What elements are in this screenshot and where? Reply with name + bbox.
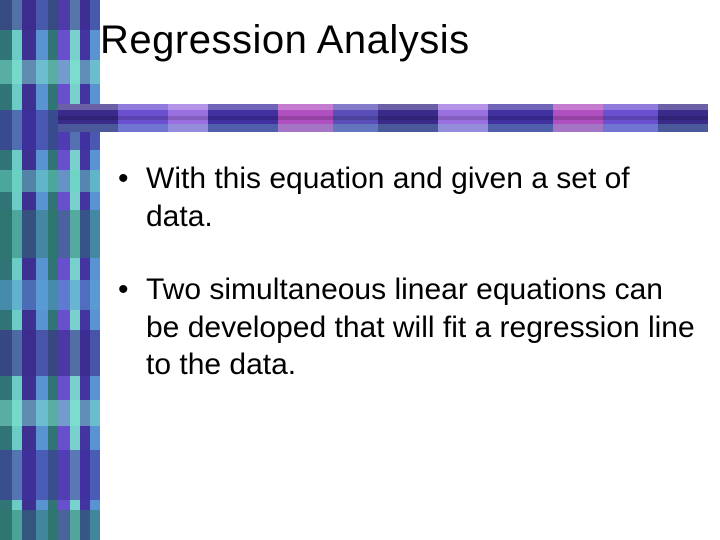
plaid-sidebar (0, 0, 100, 540)
slide: Regression Analysis With this equation a… (0, 0, 720, 540)
accent-bar (58, 104, 708, 132)
slide-body: With this equation and given a set of da… (118, 160, 698, 420)
bullet-item: With this equation and given a set of da… (118, 160, 698, 235)
bullet-list: With this equation and given a set of da… (118, 160, 698, 384)
slide-title: Regression Analysis (100, 18, 470, 63)
bullet-item: Two simultaneous linear equations can be… (118, 271, 698, 384)
